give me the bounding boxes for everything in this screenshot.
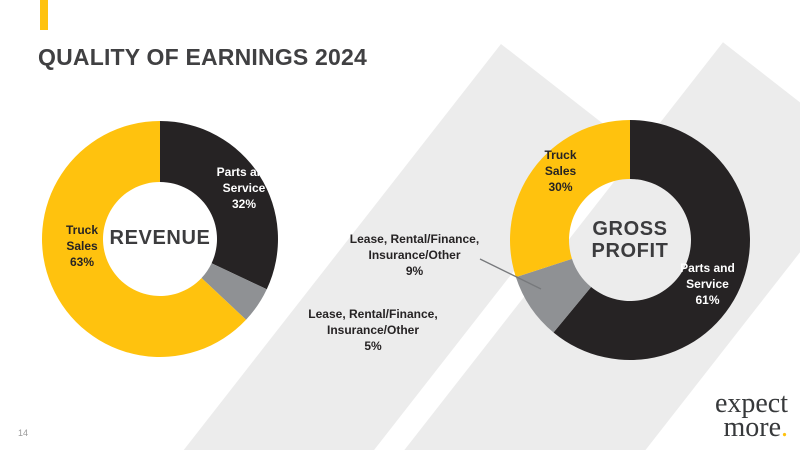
donut-segment-lease-rental-finance-insurance-other — [201, 263, 267, 320]
label-line: Parts and — [680, 261, 735, 275]
label-line: Lease, Rental/Finance, — [349, 232, 480, 246]
revenue-center-label: REVENUE — [90, 227, 230, 249]
logo-period: . — [781, 412, 788, 443]
center-line: PROFIT — [591, 240, 669, 262]
label-line: 30% — [548, 180, 573, 194]
label-line: 9% — [405, 264, 424, 278]
label-line: Truck — [65, 223, 98, 237]
label-line: 63% — [69, 255, 95, 269]
label-line: 32% — [231, 197, 257, 211]
label-line: Service — [686, 277, 729, 291]
label-line: Insurance/Other — [326, 323, 420, 337]
label-line: Sales — [66, 239, 98, 253]
donut-segment-parts-and-service — [160, 121, 278, 290]
label-gross-profit-parts-service: Parts and Service 61% — [660, 260, 755, 308]
label-line: 5% — [364, 339, 382, 353]
donut-segment-truck-sales — [41, 121, 247, 357]
label-revenue-truck-sales: Truck Sales 63% — [44, 222, 120, 270]
label-line: Truck — [544, 148, 577, 162]
slide-title: QUALITY OF EARNINGS 2024 — [38, 44, 368, 70]
label-line: 61% — [695, 293, 720, 307]
label-gross-profit-lease-rental: Lease, Rental/Finance, Insurance/Other 9… — [342, 231, 487, 279]
label-line: Parts and — [216, 165, 272, 179]
expect-more-logo: expect more. — [715, 390, 788, 442]
gross-profit-donut-chart — [510, 120, 750, 360]
label-gross-profit-truck-sales: Truck Sales 30% — [523, 147, 598, 195]
donut-segment-parts-and-service — [553, 120, 750, 360]
donut-segment-lease-rental-finance-insurance-other — [515, 258, 592, 333]
revenue-donut-chart — [41, 121, 278, 357]
label-line: Insurance/Other — [368, 248, 461, 262]
logo-text: more — [723, 412, 781, 443]
leader-line — [479, 258, 542, 290]
label-line: Sales — [544, 164, 577, 178]
label-line: Lease, Rental/Finance, — [308, 307, 438, 321]
center-line: GROSS — [592, 218, 668, 240]
logo-line: expect — [715, 390, 788, 418]
page-number: 14 — [18, 428, 29, 438]
donut-segment-truck-sales — [510, 120, 630, 278]
label-revenue-lease-rental: Lease, Rental/Finance, Insurance/Other 5… — [298, 306, 448, 354]
label-revenue-parts-service: Parts and Service 32% — [198, 164, 290, 212]
center-line: REVENUE — [109, 227, 211, 249]
logo-text: expect — [714, 388, 788, 419]
accent-bar — [40, 0, 48, 30]
label-line: Service — [222, 181, 266, 195]
logo-line: more. — [715, 414, 788, 442]
gross-profit-center-label: GROSS PROFIT — [560, 218, 700, 262]
